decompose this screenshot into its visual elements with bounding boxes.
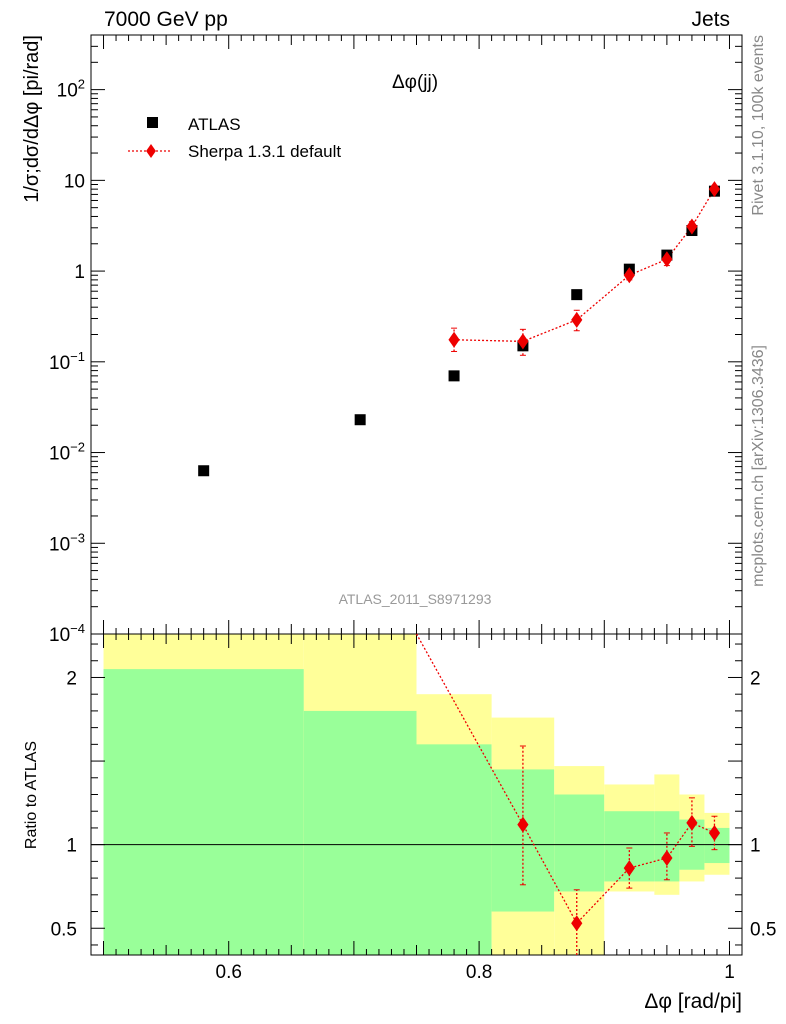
sherpa-point	[571, 311, 583, 328]
sherpa-point	[686, 218, 698, 235]
y-tick-label: 10−2	[49, 440, 85, 465]
ratio-point	[708, 824, 721, 841]
ratio-point	[686, 814, 698, 831]
y-tick-label: 10−1	[49, 349, 85, 374]
y-tick-label-right: 0.5	[750, 919, 776, 940]
ratio-uncertainty-bands	[103, 634, 730, 955]
analysis-watermark: ATLAS_2011_S8971293	[339, 591, 492, 607]
sherpa-point	[661, 251, 673, 268]
ratio-point	[661, 850, 673, 867]
x-tick-label: 0.6	[216, 962, 242, 983]
y-tick-label: 1	[66, 836, 77, 857]
atlas-point	[354, 414, 366, 426]
rivet-version-label: Rivet 3.1.10, 100k events	[750, 35, 767, 216]
ratio-point	[571, 915, 583, 932]
ratio-point	[517, 816, 529, 833]
y-tick-label: 102	[57, 77, 85, 102]
ratio-y-axis-label: Ratio to ATLAS	[23, 741, 40, 849]
band-inner	[103, 669, 304, 955]
y-tick-label: 2	[66, 668, 77, 689]
y-tick-label: 10−4	[49, 621, 85, 646]
atlas-point	[448, 370, 460, 382]
sherpa-line	[454, 188, 716, 343]
y-tick-label: 0.5	[51, 919, 77, 940]
plot-title: Δφ(jj)	[392, 72, 438, 93]
band-inner	[416, 744, 492, 955]
y-axis-label: 1/σ;dσ/dΔφ [pi/rad]	[21, 35, 43, 203]
x-axis-label: Δφ [rad/pi]	[644, 990, 742, 1013]
y-tick-label: 10−3	[49, 530, 85, 555]
sherpa-point	[448, 331, 460, 348]
y-tick-label-right: 2	[750, 668, 761, 689]
x-tick-label: 0.8	[466, 962, 492, 983]
header-left-label: 7000 GeV pp	[104, 8, 228, 31]
sherpa-point	[517, 333, 529, 350]
legend-sherpa-label: Sherpa 1.3.1 default	[188, 142, 341, 161]
sherpa-point	[708, 181, 721, 198]
y-tick-label-right: 1	[750, 836, 761, 857]
ratio-point	[623, 860, 635, 877]
y-tick-label: 1	[74, 262, 85, 283]
atlas-point	[571, 289, 583, 301]
band-inner	[554, 794, 605, 892]
mcplots-reference-label: mcplots.cern.ch [arXiv:1306.3436]	[750, 345, 767, 587]
band-inner	[303, 710, 417, 955]
header-right-label: Jets	[691, 8, 730, 31]
sherpa-point	[623, 267, 635, 284]
legend-atlas-marker	[147, 117, 158, 128]
legend-atlas-label: ATLAS	[188, 115, 241, 134]
atlas-point	[198, 465, 210, 477]
y-tick-label: 10	[64, 171, 85, 192]
legend-sherpa-marker	[146, 144, 156, 158]
x-tick-label: 1	[724, 962, 735, 983]
